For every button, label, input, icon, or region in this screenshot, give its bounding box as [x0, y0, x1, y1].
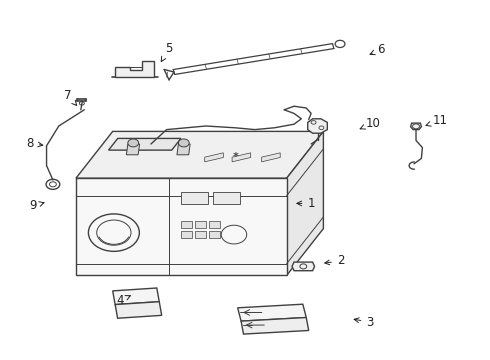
- Text: 9: 9: [29, 199, 44, 212]
- Polygon shape: [181, 192, 208, 204]
- Polygon shape: [181, 221, 192, 228]
- Polygon shape: [209, 221, 220, 228]
- Text: 4: 4: [116, 294, 130, 307]
- Polygon shape: [209, 231, 220, 238]
- Polygon shape: [113, 288, 159, 305]
- Polygon shape: [115, 302, 162, 318]
- Polygon shape: [76, 131, 323, 178]
- Circle shape: [128, 139, 139, 147]
- Polygon shape: [287, 131, 323, 275]
- Text: 6: 6: [370, 43, 385, 56]
- Polygon shape: [76, 178, 287, 275]
- Polygon shape: [213, 192, 240, 204]
- Text: 10: 10: [360, 117, 381, 130]
- Polygon shape: [411, 123, 421, 130]
- Polygon shape: [195, 221, 206, 228]
- Polygon shape: [115, 61, 154, 77]
- Text: 8: 8: [26, 137, 43, 150]
- Text: 3: 3: [354, 316, 374, 329]
- Polygon shape: [238, 304, 306, 321]
- Text: 1: 1: [297, 197, 315, 210]
- Polygon shape: [126, 144, 140, 155]
- Text: 5: 5: [161, 42, 173, 62]
- Circle shape: [178, 139, 189, 147]
- Polygon shape: [205, 153, 223, 162]
- Polygon shape: [308, 119, 327, 133]
- Polygon shape: [232, 153, 251, 162]
- Polygon shape: [181, 231, 192, 238]
- Polygon shape: [292, 262, 315, 271]
- Polygon shape: [262, 153, 280, 162]
- Polygon shape: [195, 231, 206, 238]
- Text: 2: 2: [325, 255, 344, 267]
- Polygon shape: [177, 144, 190, 155]
- Polygon shape: [108, 138, 181, 150]
- Text: *: *: [233, 152, 239, 162]
- Text: 7: 7: [64, 89, 77, 105]
- Text: 11: 11: [426, 114, 447, 127]
- Polygon shape: [241, 318, 309, 334]
